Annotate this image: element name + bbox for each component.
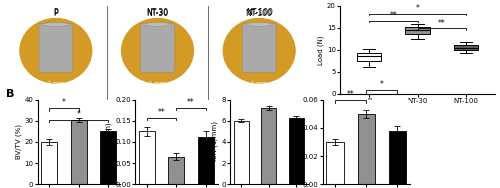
Bar (198, 137, 214, 184)
Text: 1 mm: 1 mm (251, 81, 268, 86)
Text: **: ** (187, 98, 195, 107)
Ellipse shape (42, 23, 70, 26)
Ellipse shape (121, 18, 194, 84)
Ellipse shape (144, 23, 171, 26)
Y-axis label: TbSp (mm): TbSp (mm) (106, 123, 112, 161)
Ellipse shape (19, 18, 92, 84)
Text: **: ** (158, 108, 166, 117)
Bar (326, 142, 344, 184)
Text: 1 mm: 1 mm (48, 81, 64, 86)
Bar (234, 121, 248, 184)
Bar (41, 142, 58, 184)
FancyBboxPatch shape (39, 24, 72, 72)
Text: 1 mm: 1 mm (150, 81, 166, 86)
Ellipse shape (246, 23, 273, 26)
Text: **: ** (347, 90, 354, 99)
Bar (70, 120, 87, 184)
Bar (261, 108, 276, 184)
Text: NT-30: NT-30 (146, 9, 169, 18)
Bar (289, 118, 304, 184)
Bar (358, 114, 375, 184)
Text: **: ** (438, 19, 446, 28)
Bar (139, 131, 155, 184)
Text: A: A (2, 0, 10, 2)
Y-axis label: Load (N): Load (N) (318, 35, 324, 65)
Text: P: P (54, 9, 58, 18)
Bar (100, 131, 116, 184)
PathPatch shape (357, 53, 381, 61)
Ellipse shape (222, 18, 296, 84)
Text: B: B (6, 89, 14, 99)
Y-axis label: BV/TV (%): BV/TV (%) (15, 124, 22, 159)
Text: NT-100: NT-100 (246, 9, 272, 18)
Text: *: * (416, 4, 420, 13)
Y-axis label: TbTh (mm): TbTh (mm) (294, 123, 300, 161)
Text: *: * (62, 99, 66, 108)
Text: NT-100: NT-100 (246, 8, 273, 17)
Text: NT-30: NT-30 (146, 8, 169, 17)
Text: P: P (53, 8, 58, 17)
Text: *: * (77, 110, 80, 119)
Y-axis label: TbN (1/mm): TbN (1/mm) (212, 121, 218, 163)
Bar (168, 157, 184, 184)
PathPatch shape (406, 27, 429, 34)
PathPatch shape (454, 45, 478, 50)
Text: **: ** (390, 11, 397, 20)
Bar (389, 131, 406, 184)
Text: *: * (380, 80, 384, 89)
FancyBboxPatch shape (242, 24, 276, 72)
FancyBboxPatch shape (140, 24, 174, 72)
